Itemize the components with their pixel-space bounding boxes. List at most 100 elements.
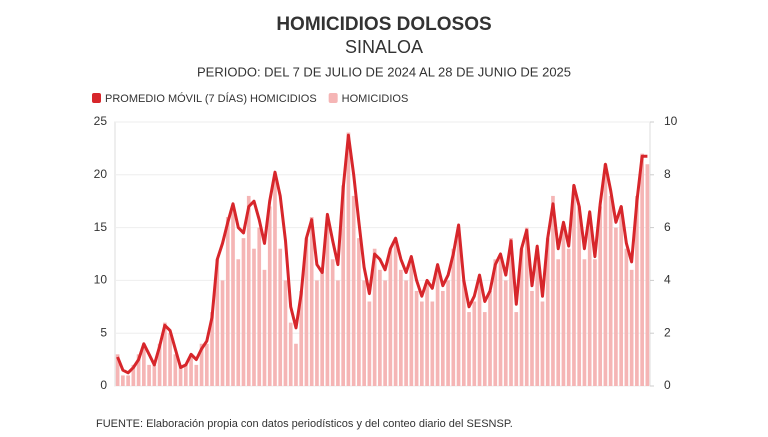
bar: [283, 280, 288, 386]
bar: [351, 195, 356, 386]
bar: [477, 280, 482, 386]
bar: [540, 301, 545, 386]
bar: [435, 269, 440, 386]
bar: [530, 290, 534, 386]
bar: [341, 185, 345, 386]
bar: [241, 238, 246, 386]
bar: [440, 290, 445, 386]
bar: [162, 322, 167, 386]
bar: [383, 280, 387, 386]
source: FUENTE: Elaboración propia con datos per…: [96, 418, 513, 430]
y-tick-label: 25: [94, 114, 108, 128]
bar: [309, 217, 314, 386]
bar: [514, 312, 519, 386]
bar: [178, 364, 183, 386]
bar: [524, 227, 529, 386]
bar: [503, 280, 508, 386]
bar: [131, 364, 136, 386]
period: PERIODO: DEL 7 DE JULIO DE 2024 AL 28 DE…: [197, 64, 571, 79]
bar: [488, 290, 492, 386]
bar: [629, 269, 634, 386]
bar: [136, 354, 141, 386]
bar: [566, 248, 571, 386]
y2-tick-label: 6: [664, 220, 671, 234]
bar: [210, 312, 214, 386]
bar: [409, 259, 414, 386]
bar: [430, 301, 435, 386]
bar: [399, 269, 403, 386]
bar: [189, 354, 193, 386]
y-tick-label: 0: [100, 378, 107, 392]
bar: [619, 206, 623, 386]
legend-label: HOMICIDIOS: [342, 93, 409, 105]
bar: [645, 164, 650, 386]
bar: [519, 248, 524, 386]
bar: [304, 238, 309, 386]
bar: [215, 259, 220, 386]
bar: [252, 248, 256, 386]
y-tick-label: 10: [94, 273, 108, 287]
chart-title: HOMICIDIOS DOLOSOS: [276, 14, 491, 35]
y-tick-label: 20: [94, 167, 108, 181]
bar: [257, 227, 262, 386]
bar: [561, 227, 566, 386]
bar: [294, 343, 298, 386]
bar: [367, 301, 372, 386]
bar: [346, 132, 351, 386]
bar: [142, 343, 146, 386]
bar: [608, 195, 613, 386]
bar: [147, 364, 151, 386]
bar: [236, 259, 241, 386]
bar: [551, 195, 555, 386]
bar: [273, 174, 277, 386]
bar: [372, 248, 377, 386]
moving-average-line: [116, 133, 648, 375]
bar: [509, 238, 513, 386]
bar: [582, 259, 587, 386]
bar: [420, 301, 424, 386]
bar: [446, 280, 450, 386]
bar: [577, 206, 582, 386]
bar: [425, 280, 429, 386]
bar: [278, 248, 283, 386]
bar: [325, 217, 330, 386]
y-tick-label: 5: [100, 325, 107, 339]
bar: [152, 364, 157, 386]
bar: [231, 206, 235, 386]
bar: [262, 269, 267, 386]
legend-swatch: [328, 93, 338, 103]
bar: [393, 238, 398, 386]
bar: [168, 333, 172, 386]
y2-tick-label: 10: [664, 114, 678, 128]
legend-label: PROMEDIO MÓVIL (7 DÍAS) HOMICIDIOS: [105, 92, 317, 105]
bar: [320, 269, 325, 386]
bar: [624, 248, 629, 386]
bar: [336, 280, 340, 386]
bar: [587, 217, 592, 386]
bar: [194, 364, 199, 386]
bar: [535, 248, 540, 386]
y2-tick-label: 2: [664, 325, 671, 339]
bar: [115, 354, 120, 386]
bar: [593, 259, 597, 386]
bar: [614, 227, 618, 386]
bar: [404, 280, 408, 386]
bar: [126, 375, 130, 386]
bar: [299, 290, 304, 386]
bar: [246, 195, 251, 386]
bar: [640, 153, 644, 386]
bar: [173, 354, 178, 386]
bar: [556, 259, 561, 386]
bar: [183, 364, 188, 386]
bar: [267, 206, 272, 386]
legend-swatch: [92, 93, 101, 103]
y2-tick-label: 8: [664, 167, 671, 181]
bar: [204, 343, 209, 386]
bar: [220, 280, 225, 386]
chart-subtitle: SINALOA: [345, 37, 423, 57]
y2-tick-label: 0: [664, 378, 671, 392]
bar: [121, 375, 125, 386]
bar: [482, 312, 487, 386]
bar: [598, 206, 603, 386]
bar: [357, 238, 361, 386]
